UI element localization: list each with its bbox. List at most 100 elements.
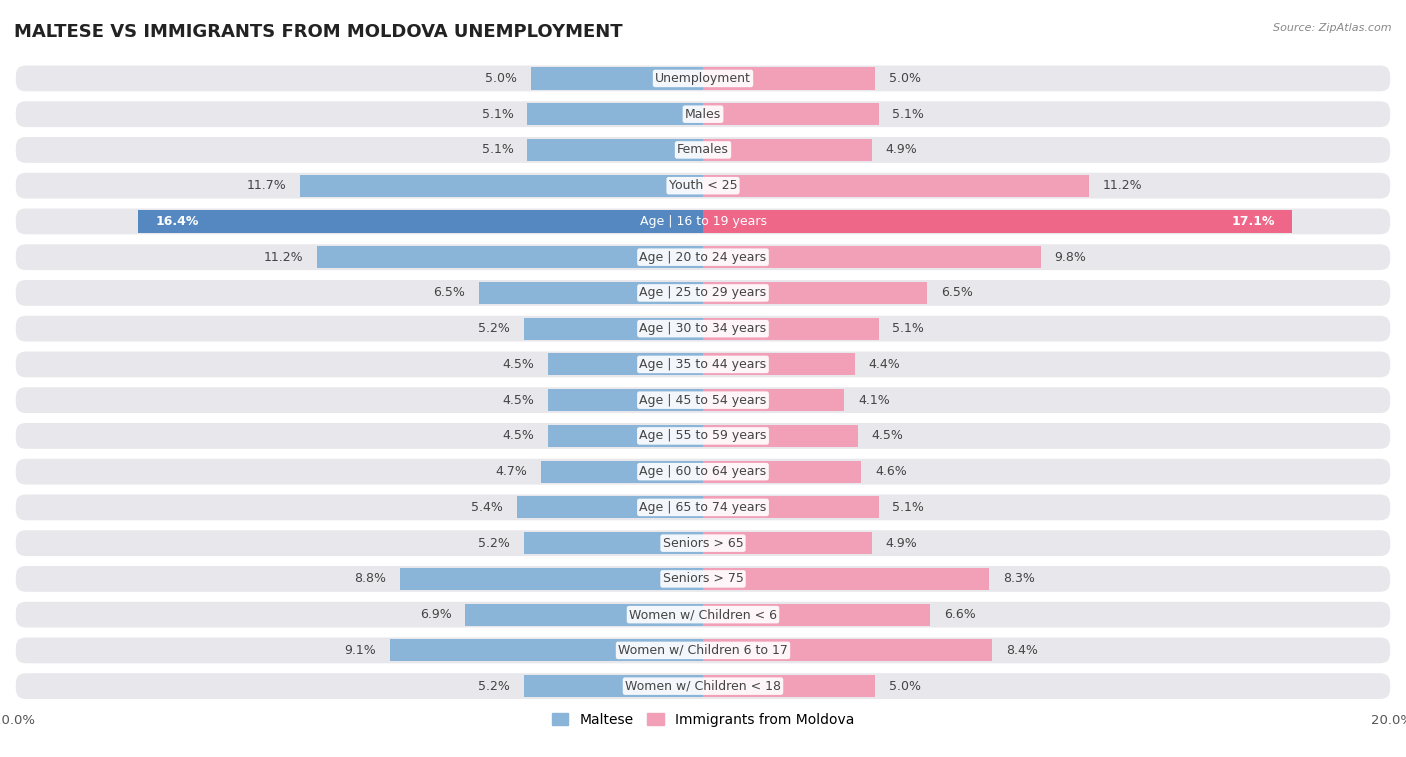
Text: 5.1%: 5.1% (482, 107, 513, 120)
FancyBboxPatch shape (14, 64, 1392, 93)
Bar (524, 532, 703, 554)
Bar (527, 103, 703, 125)
FancyBboxPatch shape (14, 564, 1392, 593)
Text: 6.9%: 6.9% (420, 608, 451, 621)
FancyBboxPatch shape (14, 350, 1392, 379)
Bar (548, 389, 703, 411)
Text: 17.1%: 17.1% (1232, 215, 1275, 228)
Text: 8.4%: 8.4% (1007, 644, 1038, 657)
Text: 4.9%: 4.9% (886, 143, 917, 157)
Bar (527, 139, 703, 161)
Text: 9.8%: 9.8% (1054, 251, 1087, 263)
Text: 4.4%: 4.4% (869, 358, 900, 371)
Text: Age | 25 to 29 years: Age | 25 to 29 years (640, 286, 766, 300)
FancyBboxPatch shape (14, 600, 1392, 629)
Text: Seniors > 65: Seniors > 65 (662, 537, 744, 550)
Bar (541, 460, 703, 483)
Text: Unemployment: Unemployment (655, 72, 751, 85)
Text: Age | 20 to 24 years: Age | 20 to 24 years (640, 251, 766, 263)
Text: 11.2%: 11.2% (1102, 179, 1142, 192)
Text: 4.5%: 4.5% (502, 358, 534, 371)
Bar (517, 497, 703, 519)
Bar (703, 389, 844, 411)
FancyBboxPatch shape (14, 493, 1392, 522)
Bar (138, 210, 703, 232)
Bar (703, 640, 993, 662)
Bar (703, 282, 927, 304)
Text: 6.6%: 6.6% (945, 608, 976, 621)
Text: MALTESE VS IMMIGRANTS FROM MOLDOVA UNEMPLOYMENT: MALTESE VS IMMIGRANTS FROM MOLDOVA UNEMP… (14, 23, 623, 41)
Text: 5.1%: 5.1% (482, 143, 513, 157)
Text: 16.4%: 16.4% (155, 215, 198, 228)
Bar (524, 675, 703, 697)
Text: Youth < 25: Youth < 25 (669, 179, 737, 192)
Bar (479, 282, 703, 304)
Bar (548, 425, 703, 447)
FancyBboxPatch shape (14, 279, 1392, 307)
FancyBboxPatch shape (14, 171, 1392, 201)
Bar (703, 568, 988, 590)
Text: 5.0%: 5.0% (889, 680, 921, 693)
Text: Age | 55 to 59 years: Age | 55 to 59 years (640, 429, 766, 442)
Text: Seniors > 75: Seniors > 75 (662, 572, 744, 585)
Text: Females: Females (678, 143, 728, 157)
Text: 5.2%: 5.2% (478, 322, 510, 335)
Text: Age | 65 to 74 years: Age | 65 to 74 years (640, 501, 766, 514)
Bar (399, 568, 703, 590)
Text: 5.2%: 5.2% (478, 680, 510, 693)
Text: 5.0%: 5.0% (485, 72, 517, 85)
Bar (703, 354, 855, 375)
FancyBboxPatch shape (14, 242, 1392, 272)
FancyBboxPatch shape (14, 136, 1392, 164)
Bar (703, 67, 875, 89)
Bar (548, 354, 703, 375)
Text: Women w/ Children < 18: Women w/ Children < 18 (626, 680, 780, 693)
Bar (703, 103, 879, 125)
Bar (703, 175, 1088, 197)
Text: 4.7%: 4.7% (495, 465, 527, 478)
Text: 5.1%: 5.1% (893, 322, 924, 335)
Bar (531, 67, 703, 89)
Text: 4.9%: 4.9% (886, 537, 917, 550)
Text: Women w/ Children < 6: Women w/ Children < 6 (628, 608, 778, 621)
Text: 8.8%: 8.8% (354, 572, 387, 585)
FancyBboxPatch shape (14, 385, 1392, 415)
Text: Age | 35 to 44 years: Age | 35 to 44 years (640, 358, 766, 371)
Text: 4.1%: 4.1% (858, 394, 890, 407)
Text: Source: ZipAtlas.com: Source: ZipAtlas.com (1274, 23, 1392, 33)
Bar (703, 497, 879, 519)
Text: 6.5%: 6.5% (433, 286, 465, 300)
Bar (703, 318, 879, 340)
Text: 8.3%: 8.3% (1002, 572, 1035, 585)
Bar (703, 139, 872, 161)
FancyBboxPatch shape (14, 671, 1392, 701)
Text: 11.7%: 11.7% (246, 179, 287, 192)
Text: Women w/ Children 6 to 17: Women w/ Children 6 to 17 (619, 644, 787, 657)
Text: 5.4%: 5.4% (471, 501, 503, 514)
Text: Age | 30 to 34 years: Age | 30 to 34 years (640, 322, 766, 335)
Text: Age | 45 to 54 years: Age | 45 to 54 years (640, 394, 766, 407)
Bar (524, 318, 703, 340)
Text: 5.2%: 5.2% (478, 537, 510, 550)
FancyBboxPatch shape (14, 457, 1392, 486)
Text: Age | 60 to 64 years: Age | 60 to 64 years (640, 465, 766, 478)
FancyBboxPatch shape (14, 528, 1392, 558)
Bar (703, 425, 858, 447)
Bar (703, 603, 931, 626)
Bar (703, 675, 875, 697)
Text: 4.5%: 4.5% (502, 394, 534, 407)
Bar (703, 210, 1292, 232)
Bar (389, 640, 703, 662)
Text: 4.5%: 4.5% (502, 429, 534, 442)
FancyBboxPatch shape (14, 421, 1392, 450)
Legend: Maltese, Immigrants from Moldova: Maltese, Immigrants from Moldova (546, 707, 860, 733)
Text: 9.1%: 9.1% (344, 644, 375, 657)
FancyBboxPatch shape (14, 207, 1392, 236)
Text: Age | 16 to 19 years: Age | 16 to 19 years (640, 215, 766, 228)
Bar (703, 246, 1040, 268)
Bar (465, 603, 703, 626)
Bar (703, 460, 862, 483)
Text: 4.5%: 4.5% (872, 429, 904, 442)
Text: 6.5%: 6.5% (941, 286, 973, 300)
FancyBboxPatch shape (14, 99, 1392, 129)
